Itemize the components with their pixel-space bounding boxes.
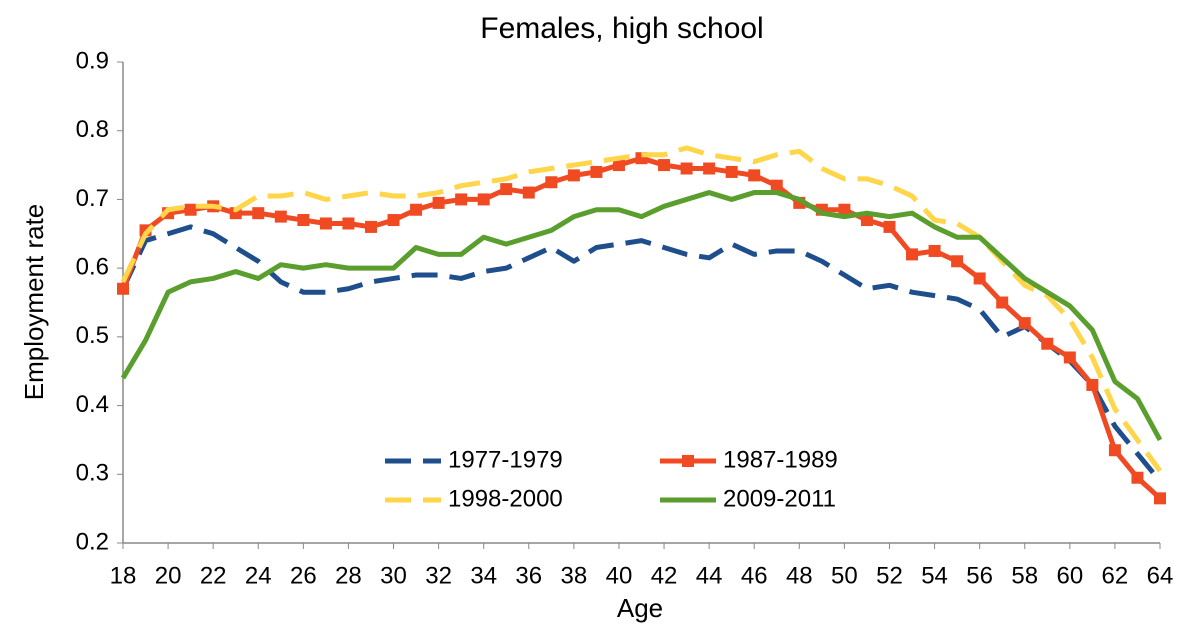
- x-axis-label: Age: [617, 593, 663, 623]
- legend-marker: [682, 455, 694, 467]
- marker: [996, 296, 1009, 309]
- x-tick-label: 48: [786, 562, 813, 589]
- marker: [973, 272, 986, 285]
- legend-label: 1977-1979: [448, 446, 563, 473]
- chart-title: Females, high school: [480, 12, 763, 45]
- x-tick-label: 46: [741, 562, 768, 589]
- x-tick-label: 24: [245, 562, 272, 589]
- x-tick-label: 34: [470, 562, 497, 589]
- marker: [703, 162, 716, 175]
- x-tick-label: 58: [1011, 562, 1038, 589]
- marker: [860, 214, 873, 227]
- series-line: [120, 190, 1163, 442]
- marker: [117, 282, 129, 295]
- marker: [883, 220, 896, 233]
- y-tick-label: 0.6: [76, 253, 109, 280]
- x-tick-label: 30: [380, 562, 407, 589]
- marker: [680, 162, 693, 175]
- x-tick-label: 60: [1056, 562, 1083, 589]
- x-tick-label: 64: [1147, 562, 1174, 589]
- marker: [297, 214, 310, 227]
- marker: [1154, 492, 1166, 505]
- marker: [522, 186, 535, 199]
- marker: [770, 179, 783, 192]
- series-line: [120, 145, 1163, 473]
- y-tick-label: 0.3: [76, 460, 109, 487]
- x-tick-label: 40: [606, 562, 633, 589]
- x-tick-label: 28: [335, 562, 362, 589]
- marker: [455, 193, 468, 206]
- y-tick-label: 0.5: [76, 322, 109, 349]
- y-tick-label: 0.8: [76, 116, 109, 143]
- x-tick-label: 52: [876, 562, 903, 589]
- y-axis-label: Employment rate: [19, 204, 49, 401]
- marker: [500, 183, 513, 196]
- legend-label: 2009-2011: [723, 485, 836, 512]
- marker: [590, 165, 603, 178]
- x-tick-label: 62: [1102, 562, 1129, 589]
- x-tick-label: 32: [425, 562, 452, 589]
- marker: [1063, 351, 1076, 364]
- marker: [951, 255, 964, 268]
- x-tick-label: 54: [921, 562, 948, 589]
- marker: [1108, 444, 1121, 457]
- y-tick-label: 0.9: [76, 47, 109, 74]
- x-tick-label: 50: [831, 562, 858, 589]
- x-tick-label: 36: [515, 562, 542, 589]
- marker: [838, 203, 851, 216]
- marker: [1131, 471, 1144, 484]
- marker: [1041, 337, 1054, 350]
- marker: [477, 193, 490, 206]
- marker: [1086, 378, 1099, 391]
- marker: [410, 203, 423, 216]
- marker: [364, 220, 377, 233]
- y-tick-label: 0.7: [76, 185, 109, 212]
- marker: [1018, 317, 1031, 330]
- marker: [725, 165, 738, 178]
- x-tick-label: 20: [155, 562, 182, 589]
- x-tick-label: 44: [696, 562, 723, 589]
- x-tick-label: 26: [290, 562, 317, 589]
- series-line: [120, 155, 1162, 501]
- marker: [252, 207, 265, 220]
- x-tick-label: 38: [561, 562, 588, 589]
- series-line: [120, 224, 1162, 483]
- marker: [748, 169, 761, 182]
- y-tick-label: 0.4: [76, 391, 109, 418]
- marker: [432, 196, 445, 209]
- x-tick-label: 56: [966, 562, 993, 589]
- legend-label: 1987-1989: [723, 446, 838, 473]
- marker: [545, 176, 558, 189]
- marker: [906, 248, 919, 261]
- marker: [342, 217, 355, 230]
- x-tick-label: 42: [651, 562, 678, 589]
- marker: [658, 159, 671, 172]
- x-tick-label: 22: [200, 562, 227, 589]
- marker: [387, 214, 400, 227]
- x-tick-label: 18: [110, 562, 137, 589]
- y-tick-label: 0.2: [76, 528, 109, 555]
- marker: [319, 217, 332, 230]
- marker: [184, 203, 197, 216]
- marker: [567, 169, 580, 182]
- marker: [928, 244, 941, 257]
- legend-label: 1998-2000: [448, 485, 563, 512]
- marker: [274, 210, 287, 223]
- marker: [612, 159, 625, 172]
